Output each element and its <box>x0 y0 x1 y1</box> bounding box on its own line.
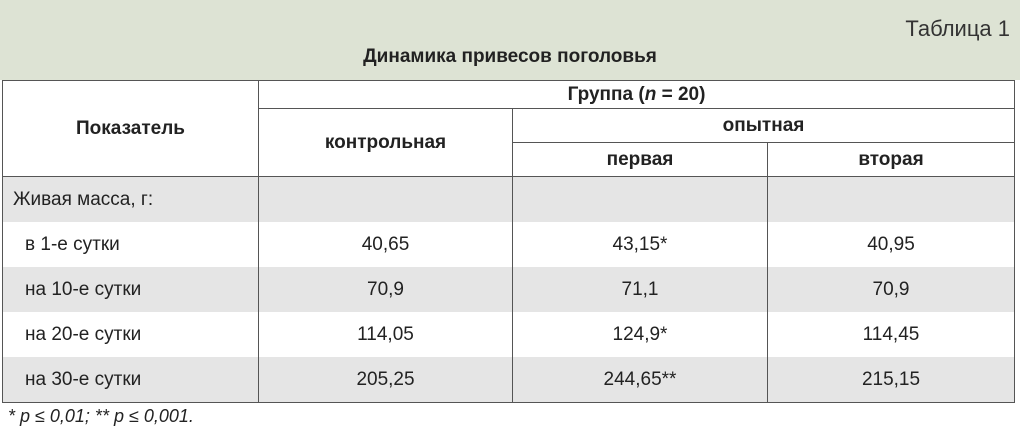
table: Показатель Группа (n = 20) контрольная о… <box>2 80 1015 403</box>
text: Группа ( <box>567 83 645 105</box>
header-band <box>0 0 1020 80</box>
row-label: на 10-е сутки <box>2 267 259 312</box>
table-body: в 1-е сутки 40,65 43,15* 40,95 на 10-е сутки… <box>2 222 1015 403</box>
header-cell: Группа (n = 20) <box>258 80 1015 109</box>
row-label: в 1-е сутки <box>2 222 259 267</box>
header-cell: Показатель <box>2 80 259 177</box>
header-cell: опытная <box>512 108 1015 143</box>
cell: 40,95 <box>767 222 1015 267</box>
cell: 40,65 <box>258 222 513 267</box>
cell: 70,9 <box>767 267 1015 312</box>
footnote: * p ≤ 0,01; ** p ≤ 0,001. <box>8 406 194 426</box>
cell <box>767 176 1015 222</box>
cell: 71,1 <box>512 267 768 312</box>
header-cell: первая <box>512 142 768 177</box>
text: n <box>644 83 657 105</box>
row-label: на 20-е сутки <box>2 312 259 357</box>
cell <box>512 176 768 222</box>
cell: 124,9* <box>512 312 768 357</box>
cell: 205,25 <box>258 357 513 403</box>
table-number: Таблица 1 <box>905 16 1010 41</box>
cell: 244,65** <box>512 357 768 403</box>
cell: 70,9 <box>258 267 513 312</box>
cell: 43,15* <box>512 222 768 267</box>
row: в 1-е сутки 40,65 43,15* 40,95 <box>2 222 1015 267</box>
row: на 30-е сутки 205,25 244,65** 215,15 <box>2 357 1015 403</box>
cell: 215,15 <box>767 357 1015 403</box>
row-label: на 30-е сутки <box>2 357 259 403</box>
header-cell: вторая <box>767 142 1015 177</box>
cell: 114,05 <box>258 312 513 357</box>
section-label: Живая масса, г: <box>2 176 259 222</box>
cell: 114,45 <box>767 312 1015 357</box>
row: на 20-е сутки 114,05 124,9* 114,45 <box>2 312 1015 357</box>
row: на 10-е сутки 70,9 71,1 70,9 <box>2 267 1015 312</box>
text: = 20) <box>656 83 706 105</box>
cell <box>258 176 513 222</box>
table-title: Динамика привесов поголовья <box>363 46 657 67</box>
header-cell: контрольная <box>258 108 513 177</box>
